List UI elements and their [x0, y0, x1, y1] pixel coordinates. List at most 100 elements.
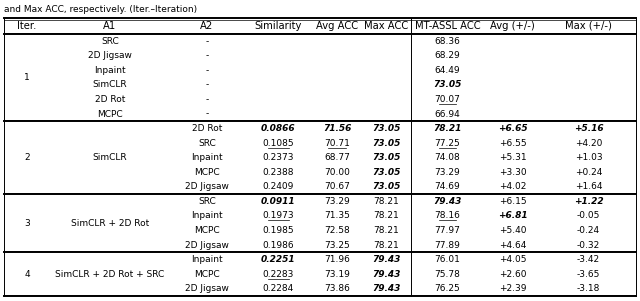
Text: 74.69: 74.69 [435, 182, 460, 191]
Text: Inpaint: Inpaint [94, 66, 126, 75]
Text: 0.2388: 0.2388 [262, 168, 294, 177]
Text: +4.64: +4.64 [499, 240, 526, 250]
Text: +1.22: +1.22 [573, 197, 604, 206]
Text: +0.24: +0.24 [575, 168, 602, 177]
Text: -0.05: -0.05 [577, 211, 600, 220]
Text: 64.49: 64.49 [435, 66, 460, 75]
Text: 3: 3 [24, 219, 30, 228]
Text: +2.39: +2.39 [499, 284, 526, 293]
Text: 2D Jigsaw: 2D Jigsaw [185, 182, 229, 191]
Text: 70.07: 70.07 [435, 95, 460, 104]
Text: +4.20: +4.20 [575, 139, 602, 148]
Text: 0.0866: 0.0866 [260, 124, 295, 133]
Text: 73.29: 73.29 [324, 197, 350, 206]
Text: 72.58: 72.58 [324, 226, 350, 235]
Text: +2.60: +2.60 [499, 270, 526, 279]
Text: MT-ASSL ACC: MT-ASSL ACC [415, 21, 480, 31]
Text: +4.05: +4.05 [499, 255, 526, 264]
Text: 73.86: 73.86 [324, 284, 350, 293]
Text: SimCLR + 2D Rot: SimCLR + 2D Rot [71, 219, 149, 228]
Text: 70.71: 70.71 [324, 139, 350, 148]
Text: +6.65: +6.65 [498, 124, 527, 133]
Text: 1: 1 [24, 73, 30, 82]
Text: 78.21: 78.21 [374, 240, 399, 250]
Text: 73.05: 73.05 [372, 124, 401, 133]
Text: 73.05: 73.05 [372, 182, 401, 191]
Text: 2D Rot: 2D Rot [192, 124, 222, 133]
Text: Max (+/-): Max (+/-) [565, 21, 612, 31]
Text: 78.16: 78.16 [435, 211, 460, 220]
Text: -: - [205, 95, 209, 104]
Text: SimCLR: SimCLR [93, 80, 127, 89]
Text: 2D Rot: 2D Rot [95, 95, 125, 104]
Text: SimCLR: SimCLR [93, 153, 127, 162]
Text: 75.78: 75.78 [435, 270, 460, 279]
Text: 4: 4 [24, 270, 30, 279]
Text: 2: 2 [24, 153, 30, 162]
Text: 0.2284: 0.2284 [262, 284, 294, 293]
Text: 0.1973: 0.1973 [262, 211, 294, 220]
Text: +3.30: +3.30 [499, 168, 526, 177]
Text: +1.03: +1.03 [575, 153, 602, 162]
Text: A2: A2 [200, 21, 214, 31]
Text: Inpaint: Inpaint [191, 153, 223, 162]
Text: -: - [205, 51, 209, 60]
Text: SRC: SRC [101, 37, 119, 46]
Text: 71.56: 71.56 [323, 124, 351, 133]
Text: 73.29: 73.29 [435, 168, 460, 177]
Text: 68.77: 68.77 [324, 153, 350, 162]
Text: +5.40: +5.40 [499, 226, 526, 235]
Text: 79.43: 79.43 [372, 255, 401, 264]
Text: 76.25: 76.25 [435, 284, 460, 293]
Text: 77.25: 77.25 [435, 139, 460, 148]
Text: and Max ACC, respectively. (Iter.–Iteration): and Max ACC, respectively. (Iter.–Iterat… [4, 5, 197, 14]
Text: 0.2283: 0.2283 [262, 270, 294, 279]
Text: -: - [205, 66, 209, 75]
Text: 66.94: 66.94 [435, 110, 460, 119]
Text: SRC: SRC [198, 139, 216, 148]
Text: 78.21: 78.21 [374, 211, 399, 220]
Text: 77.97: 77.97 [435, 226, 460, 235]
Text: 68.29: 68.29 [435, 51, 460, 60]
Text: SRC: SRC [198, 197, 216, 206]
Text: 70.00: 70.00 [324, 168, 350, 177]
Text: +6.15: +6.15 [499, 197, 526, 206]
Text: +6.55: +6.55 [499, 139, 526, 148]
Text: SimCLR + 2D Rot + SRC: SimCLR + 2D Rot + SRC [56, 270, 164, 279]
Text: 0.1985: 0.1985 [262, 226, 294, 235]
Text: 73.25: 73.25 [324, 240, 350, 250]
Text: 78.21: 78.21 [433, 124, 461, 133]
Text: 79.43: 79.43 [372, 270, 401, 279]
Text: 73.05: 73.05 [433, 80, 461, 89]
Text: 0.2251: 0.2251 [260, 255, 295, 264]
Text: Avg (+/-): Avg (+/-) [490, 21, 535, 31]
Text: 73.05: 73.05 [372, 168, 401, 177]
Text: -0.32: -0.32 [577, 240, 600, 250]
Text: MCPC: MCPC [194, 168, 220, 177]
Text: -3.42: -3.42 [577, 255, 600, 264]
Text: 79.43: 79.43 [372, 284, 401, 293]
Text: 76.01: 76.01 [435, 255, 460, 264]
Text: 73.05: 73.05 [372, 153, 401, 162]
Text: 73.05: 73.05 [372, 139, 401, 148]
Text: 71.96: 71.96 [324, 255, 350, 264]
Text: 78.21: 78.21 [374, 226, 399, 235]
Text: 79.43: 79.43 [433, 197, 461, 206]
Text: -3.18: -3.18 [577, 284, 600, 293]
Text: +6.81: +6.81 [498, 211, 527, 220]
Text: 0.1085: 0.1085 [262, 139, 294, 148]
Text: 70.67: 70.67 [324, 182, 350, 191]
Text: 0.2409: 0.2409 [262, 182, 294, 191]
Text: 0.0911: 0.0911 [260, 197, 295, 206]
Text: +5.16: +5.16 [573, 124, 604, 133]
Text: +4.02: +4.02 [499, 182, 526, 191]
Text: A1: A1 [104, 21, 116, 31]
Text: -: - [205, 80, 209, 89]
Text: 78.21: 78.21 [374, 197, 399, 206]
Text: +1.64: +1.64 [575, 182, 602, 191]
Text: Iter.: Iter. [17, 21, 36, 31]
Text: 0.2373: 0.2373 [262, 153, 294, 162]
Text: MCPC: MCPC [194, 270, 220, 279]
Text: Max ACC: Max ACC [364, 21, 408, 31]
Text: -: - [205, 110, 209, 119]
